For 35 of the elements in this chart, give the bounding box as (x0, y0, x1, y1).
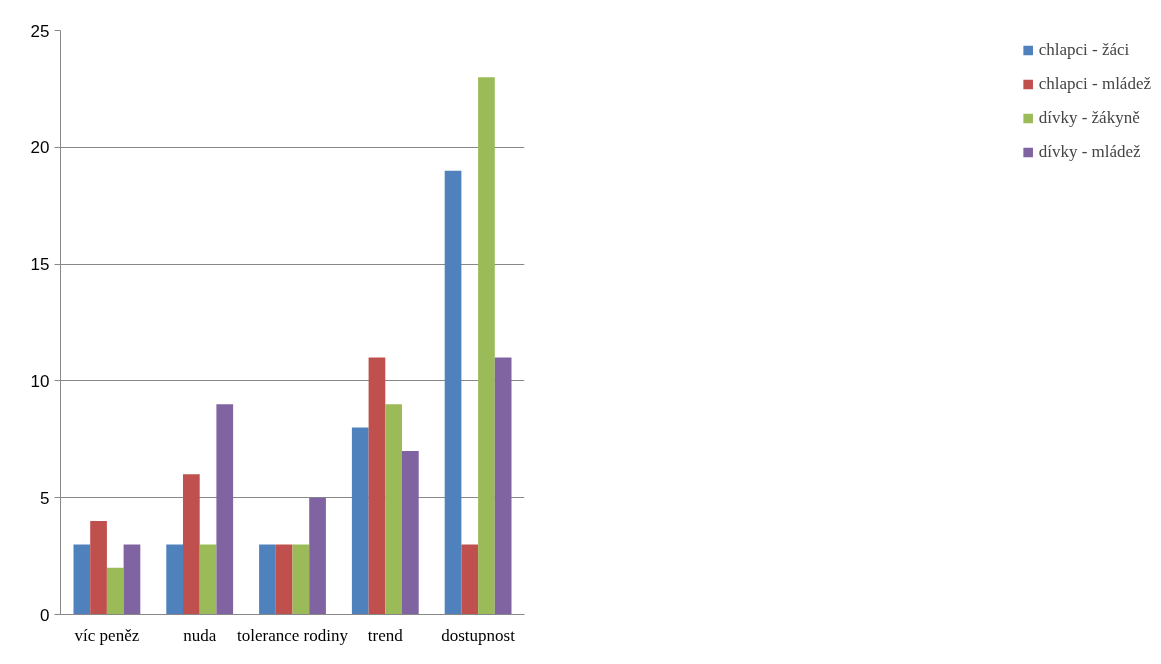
bar (106, 567, 124, 615)
y-tick-label: 25 (30, 21, 50, 41)
bar (402, 450, 419, 615)
x-tick-label: víc peněz (74, 625, 140, 645)
bar (216, 404, 234, 615)
legend-label: dívky - žákyně (1038, 108, 1140, 128)
bar (478, 77, 495, 615)
bar (385, 404, 402, 615)
y-tick-label: 10 (30, 371, 50, 391)
bar (73, 544, 91, 615)
bar (368, 357, 386, 615)
bar (461, 544, 479, 615)
bar (275, 544, 293, 615)
bar (292, 544, 310, 615)
legend-label: dívky - mládež (1038, 142, 1141, 162)
x-tick-label: trend (367, 625, 404, 645)
y-tick-label: 5 (40, 488, 50, 508)
y-tick-label: 20 (30, 138, 50, 158)
y-tick-label: 15 (30, 255, 50, 275)
bar (309, 497, 326, 615)
bar (444, 170, 462, 615)
x-tick-label: tolerance rodiny (237, 625, 349, 645)
bar (183, 474, 200, 615)
legend-label: chlapci - žáci (1038, 40, 1130, 60)
x-tick-label: nuda (183, 625, 217, 645)
bar (259, 544, 276, 615)
y-tick-label: 0 (40, 605, 50, 625)
x-tick-label: dostupnost (441, 625, 516, 645)
legend-label: chlapci - mládež (1038, 74, 1151, 94)
bar (90, 521, 107, 615)
bar (199, 544, 217, 615)
bar (166, 544, 183, 615)
bar (351, 427, 369, 615)
bar (123, 544, 141, 615)
bar (494, 357, 512, 615)
